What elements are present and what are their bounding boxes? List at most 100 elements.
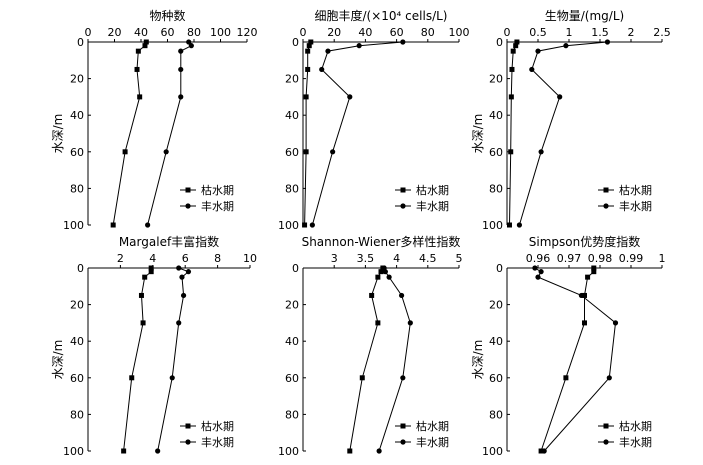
data-point	[510, 48, 516, 54]
legend-label: 丰水期	[416, 436, 449, 449]
y-tick-label: 100	[278, 445, 299, 458]
data-point	[400, 375, 406, 381]
data-point	[325, 48, 331, 54]
x-tick-label: 1	[659, 252, 666, 265]
data-point	[386, 274, 392, 280]
data-point	[180, 292, 187, 299]
x-tick-label: 2	[628, 26, 635, 39]
x-tick-label: 40	[134, 26, 148, 39]
data-point	[538, 269, 544, 275]
legend-label: 丰水期	[619, 436, 652, 449]
legend-marker	[400, 423, 406, 429]
x-tick-label: 100	[210, 26, 231, 39]
data-point	[514, 39, 520, 45]
y-tick-label: 100	[482, 445, 503, 458]
data-point	[185, 269, 192, 275]
y-tick-label: 100	[63, 445, 84, 458]
data-point	[585, 274, 591, 280]
y-tick-label: 100	[278, 219, 299, 232]
data-point	[163, 149, 169, 155]
legend-marker	[185, 423, 191, 429]
data-point	[529, 66, 535, 73]
data-point	[305, 66, 311, 72]
y-tick-label: 60	[285, 372, 299, 385]
data-point	[563, 43, 569, 49]
panel-6: 0.96 0.97 0.98 0.99 1 0 20 40 60 80 100 Simpson优势度指…	[471, 234, 666, 458]
x-tick-label: 0.96	[526, 252, 551, 265]
y-tick-label: 20	[489, 73, 503, 86]
data-point	[129, 375, 135, 381]
x-tick-label: 80	[187, 26, 201, 39]
y-tick-label: 80	[70, 182, 84, 195]
y-tick-label: 80	[489, 408, 503, 421]
legend-marker	[185, 439, 191, 445]
y-tick-label: 0	[496, 262, 503, 275]
y-tick-label: 80	[285, 408, 299, 421]
x-tick-label: 4	[393, 252, 400, 265]
legend-label: 丰水期	[201, 436, 234, 449]
x-tick-label: 0.97	[557, 252, 582, 265]
y-tick-label: 60	[70, 372, 84, 385]
x-tick-label: 8	[214, 252, 221, 265]
y-tick-label: 40	[489, 335, 503, 348]
y-axis-label: 水深/m	[51, 114, 65, 154]
legend-marker	[603, 203, 609, 209]
x-tick-label: 40	[358, 26, 372, 39]
data-point	[538, 448, 544, 454]
data-point	[330, 149, 336, 155]
data-point	[145, 222, 151, 228]
data-point	[169, 375, 175, 381]
chart-title: Shannon-Wiener多样性指数	[302, 234, 461, 249]
data-point	[591, 269, 597, 275]
data-point	[506, 222, 512, 228]
y-tick-label: 0	[292, 262, 299, 275]
data-point	[535, 48, 541, 54]
data-point	[612, 320, 619, 326]
y-tick-label: 60	[285, 146, 299, 159]
y-tick-label: 100	[63, 219, 84, 232]
legend-label: 丰水期	[619, 200, 652, 213]
data-point	[121, 448, 127, 454]
x-tick-label: 0.5	[529, 26, 547, 39]
data-point	[134, 66, 140, 72]
y-tick-label: 20	[285, 299, 299, 312]
data-point	[513, 43, 519, 49]
x-tick-label: 1.5	[591, 26, 609, 39]
data-point	[308, 39, 314, 45]
data-point	[148, 265, 154, 271]
data-point	[563, 375, 569, 381]
data-point	[347, 94, 353, 100]
data-point	[359, 375, 365, 381]
y-tick-label: 0	[292, 36, 299, 49]
y-tick-label: 40	[70, 335, 84, 348]
data-point	[582, 292, 587, 298]
x-tick-label: 0.98	[588, 252, 613, 265]
data-point	[142, 274, 148, 280]
y-tick-label: 20	[489, 299, 503, 312]
x-tick-label: 6	[182, 252, 189, 265]
data-point	[135, 48, 141, 54]
x-tick-label: 0.99	[619, 252, 644, 265]
data-point	[508, 94, 514, 100]
data-point	[143, 39, 149, 45]
y-tick-label: 100	[482, 219, 503, 232]
data-point	[137, 94, 143, 100]
series-line-1	[123, 268, 152, 452]
data-point	[375, 274, 381, 280]
data-point	[347, 448, 353, 454]
data-point	[535, 274, 541, 280]
legend-marker	[603, 423, 609, 429]
x-tick-label: 4	[149, 252, 156, 265]
data-point	[538, 149, 544, 155]
x-tick-label: 20	[327, 26, 341, 39]
data-point	[302, 222, 308, 228]
data-point	[178, 48, 184, 54]
data-point	[378, 269, 384, 275]
panel-3: 0 0.5 1 1.5 2 2.5 0 20 40 60 80 100 生物量/(mg/L) 水深/m 枯水…	[471, 9, 671, 232]
y-tick-label: 20	[70, 299, 84, 312]
y-tick-label: 80	[70, 408, 84, 421]
series-line-2	[378, 267, 411, 452]
x-tick-label: 1	[566, 26, 573, 39]
